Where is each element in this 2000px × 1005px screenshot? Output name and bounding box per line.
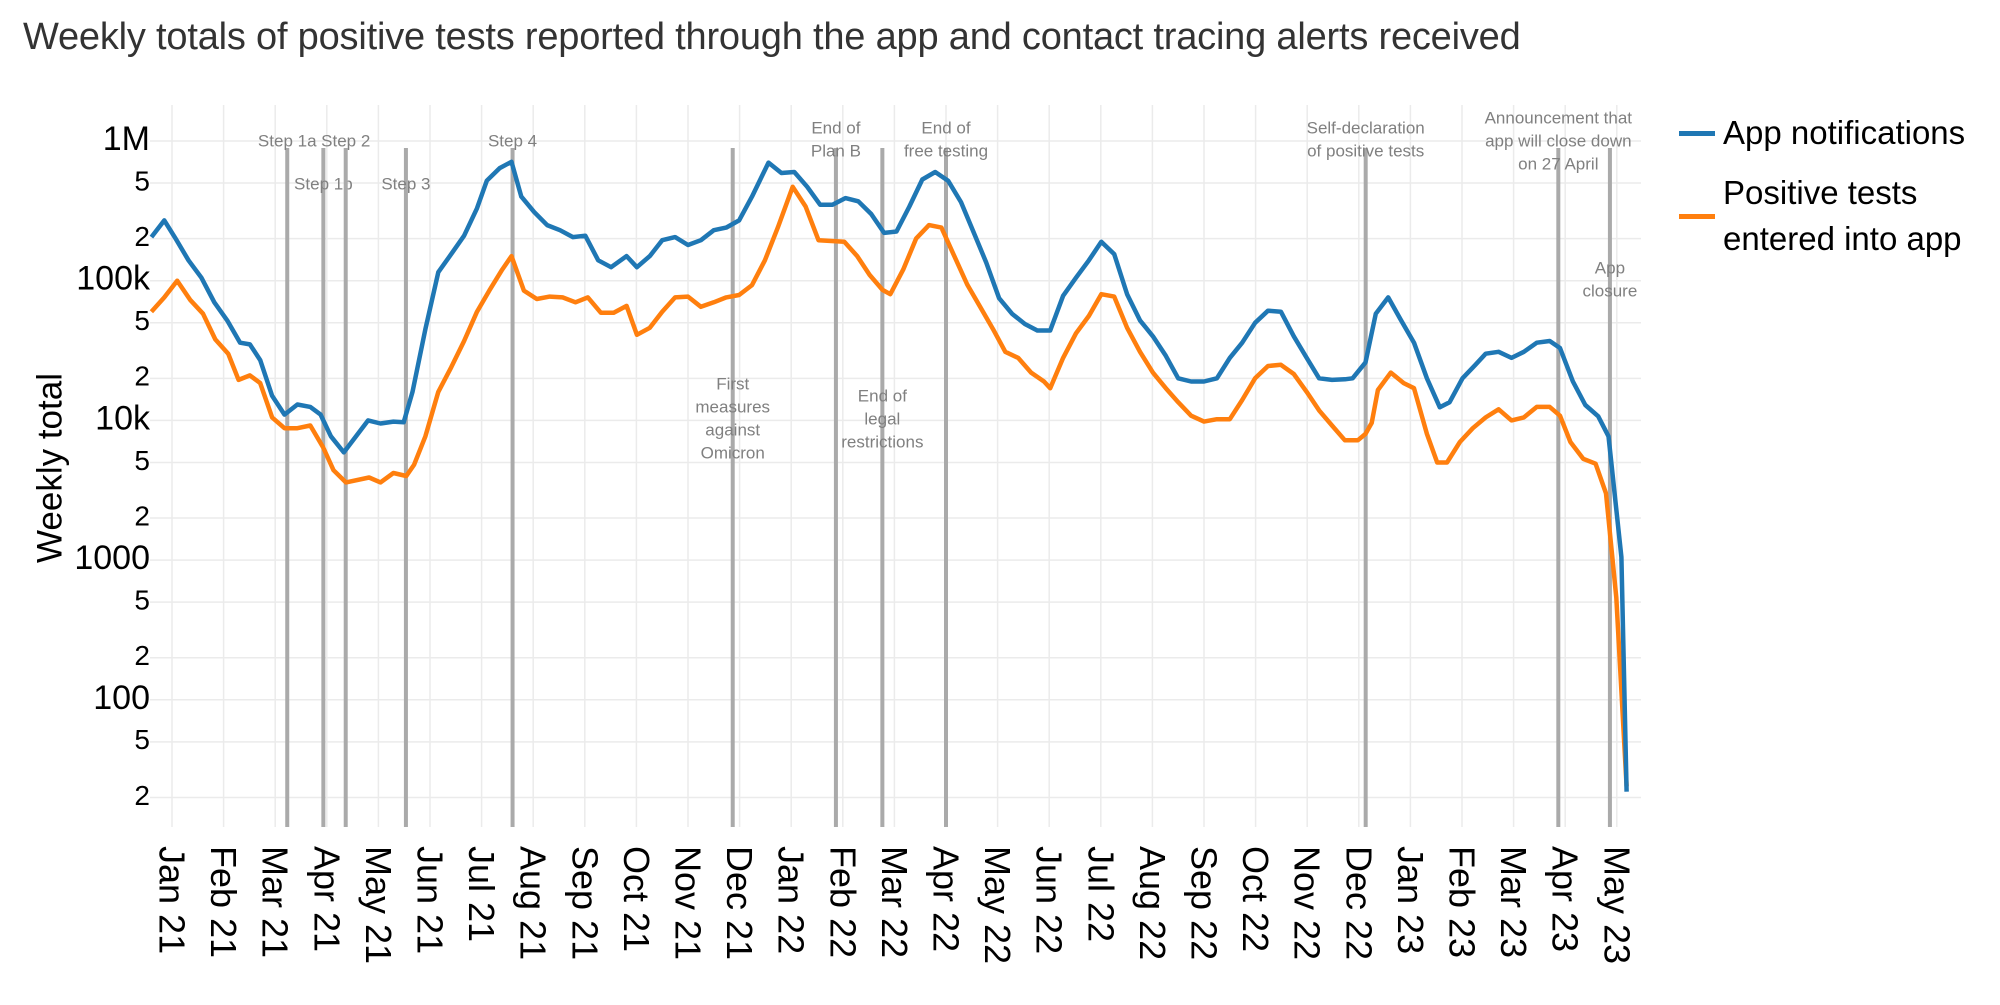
legend-item: Positive tests entered into app	[1679, 170, 1998, 262]
x-axis-ticks: Jan 21 Feb 21 Mar 21 Apr 21 May 21 Jun 21 Jul …	[151, 846, 1637, 964]
event-label: Step 1b	[294, 174, 353, 193]
y-tick-label: 100k	[76, 260, 151, 298]
y-tick-label: 5	[134, 305, 150, 336]
x-tick-label: Nov 21	[667, 846, 708, 960]
legend-swatch	[1679, 213, 1715, 219]
legend: App notifications Positive tests entered …	[1679, 110, 1998, 276]
x-tick-label: Feb 22	[822, 846, 863, 958]
chart-title: Weekly totals of positive tests reported…	[23, 16, 1521, 58]
event-label: Plan B	[811, 141, 861, 160]
x-tick-label: Jun 21	[409, 846, 450, 954]
event-label: End of	[858, 386, 907, 405]
legend-label: Positive tests entered into app	[1723, 174, 1962, 257]
y-tick-label: 2	[134, 361, 150, 392]
series-line-positive-tests-entered-into-app	[149, 184, 1629, 787]
x-tick-label: Jul 21	[461, 846, 502, 942]
event-label: First	[716, 374, 749, 393]
event-label: Omicron	[701, 443, 765, 462]
x-tick-label: Sep 21	[564, 846, 605, 960]
x-tick-label: Apr 21	[306, 846, 347, 952]
event-label: of positive tests	[1307, 141, 1424, 160]
y-tick-label: 5	[134, 445, 150, 476]
y-axis-ticks: 1M 5 2 100k 5 2 10k 5 2 1000 5 2 100 5 2	[74, 120, 151, 811]
event-label: App	[1595, 258, 1625, 277]
event-label: free testing	[904, 141, 988, 160]
event-label: app will close down	[1485, 131, 1631, 150]
x-tick-label: Mar 22	[874, 846, 915, 958]
x-tick-label: Apr 22	[925, 846, 966, 952]
y-tick-label: 1M	[103, 120, 150, 158]
x-tick-label: Mar 23	[1493, 846, 1534, 958]
x-tick-label: Dec 22	[1338, 846, 1379, 960]
y-tick-label: 2	[134, 500, 150, 531]
x-tick-label: Mar 21	[255, 846, 296, 958]
legend-swatch	[1679, 130, 1715, 136]
x-tick-label: Jul 22	[1080, 846, 1121, 942]
event-label: Announcement that	[1485, 108, 1633, 127]
x-tick-label: Jan 21	[151, 846, 192, 954]
x-tick-label: Nov 22	[1287, 846, 1328, 960]
legend-label: App notifications	[1723, 114, 1966, 151]
x-tick-label: Apr 23	[1545, 846, 1586, 952]
event-label: Step 1a	[258, 131, 317, 150]
event-label: on 27 April	[1518, 154, 1598, 173]
x-tick-label: Aug 22	[1132, 846, 1173, 960]
x-tick-label: Oct 22	[1235, 846, 1276, 952]
event-label: Self-declaration	[1307, 118, 1425, 137]
event-label: closure	[1583, 281, 1638, 300]
event-label: Step 3	[381, 174, 430, 193]
x-tick-label: Oct 21	[616, 846, 657, 952]
x-tick-label: Dec 21	[719, 846, 760, 960]
event-label: legal	[864, 409, 900, 428]
series-lines	[149, 159, 1629, 792]
x-tick-label: Jan 23	[1390, 846, 1431, 954]
x-tick-label: Feb 23	[1441, 846, 1482, 958]
event-annotations: Step 1a Step 1b Step 2 Step 3 Step 4 First mea…	[258, 108, 1637, 827]
event-label: against	[705, 420, 760, 439]
x-tick-label: Feb 21	[203, 846, 244, 958]
y-tick-label: 100	[93, 679, 150, 717]
x-tick-label: May 21	[358, 846, 399, 964]
y-tick-label: 2	[134, 640, 150, 671]
y-tick-label: 5	[134, 724, 150, 755]
y-tick-label: 2	[134, 221, 150, 252]
x-tick-label: May 22	[977, 846, 1018, 964]
x-tick-label: Sep 22	[1183, 846, 1224, 960]
legend-item: App notifications	[1679, 110, 1998, 156]
y-tick-label: 2	[134, 780, 150, 811]
y-tick-label: 10k	[95, 399, 151, 437]
event-label: Step 4	[488, 131, 537, 150]
event-label: Step 2	[321, 131, 370, 150]
event-label: End of	[921, 118, 970, 137]
y-axis-title: Weekly total	[30, 373, 69, 563]
event-label: measures	[695, 397, 770, 416]
x-tick-label: May 23	[1596, 846, 1637, 964]
event-label: restrictions	[841, 432, 923, 451]
series-line-app-notifications	[149, 159, 1629, 792]
y-tick-label: 5	[134, 585, 150, 616]
event-label: End of	[811, 118, 860, 137]
y-tick-label: 1000	[74, 539, 150, 577]
x-tick-label: Jan 22	[771, 846, 812, 954]
x-tick-label: Aug 21	[513, 846, 554, 960]
x-tick-label: Jun 22	[1029, 846, 1070, 954]
y-tick-label: 5	[134, 165, 150, 196]
gridlines	[150, 105, 1641, 827]
